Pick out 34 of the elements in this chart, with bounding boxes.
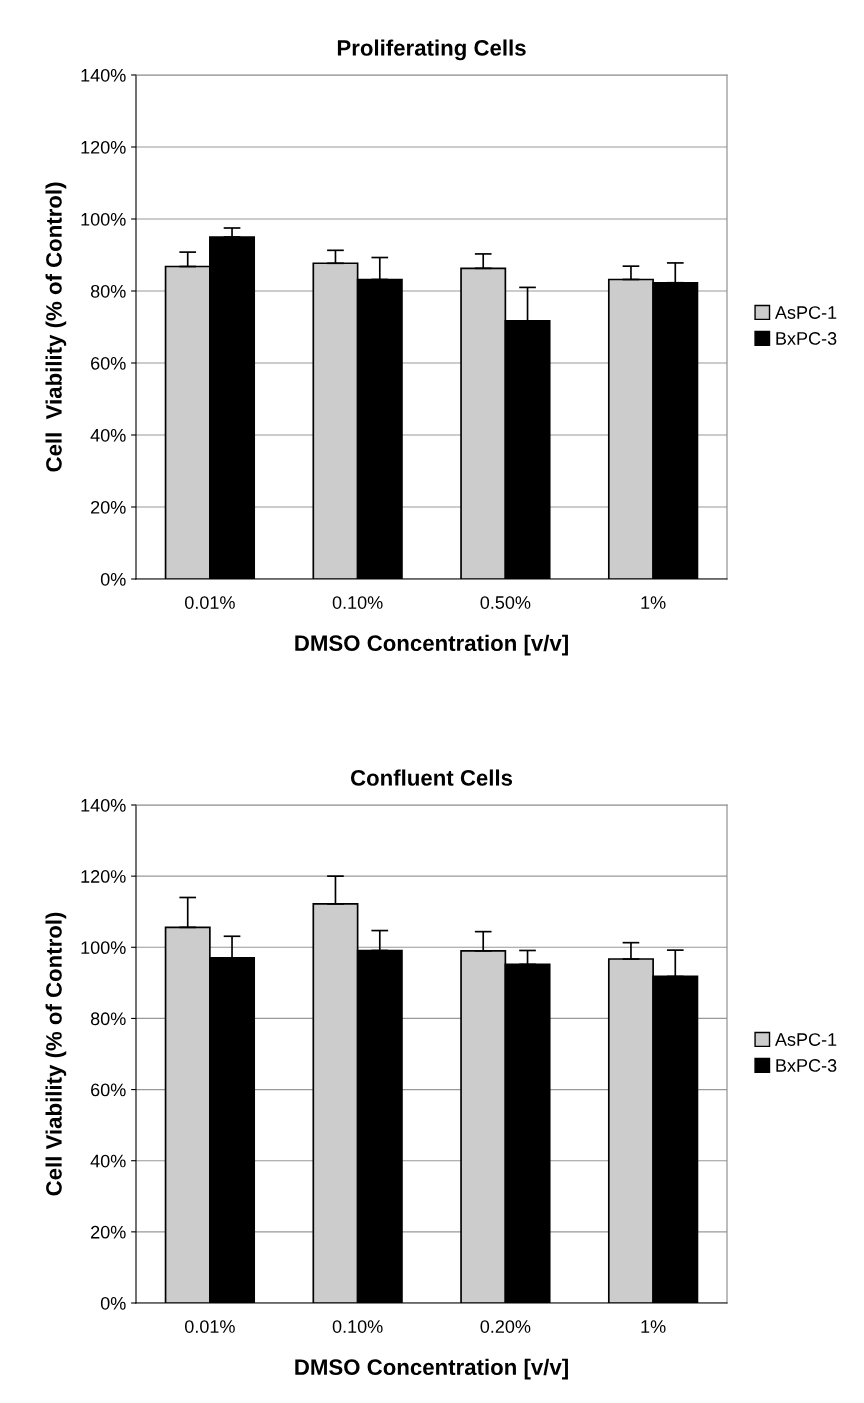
x-axis-title: DMSO Concentration [v/v]	[295, 634, 568, 656]
x-tick-label: 0.20%	[480, 1320, 531, 1333]
legend-label: BxPC-3	[776, 332, 837, 345]
y-tick-label: 40%	[90, 1154, 126, 1168]
y-tick-label: 120%	[81, 870, 126, 883]
y-tick-label: 60%	[91, 356, 126, 370]
x-tick-label: 0.01%	[184, 1320, 235, 1333]
x-axis-title: DMSO Concentration [v/v]	[295, 1358, 568, 1380]
chart-title: Proliferating Cells	[337, 39, 526, 61]
x-tick-label: 0.10%	[332, 1320, 383, 1333]
legend-label: AsPC-1	[774, 1033, 837, 1046]
legend-label: AsPC-1	[774, 306, 837, 319]
y-tick-label: 40%	[90, 428, 126, 442]
x-tick-label: 1%	[641, 1320, 666, 1333]
chart-title: Confluent Cells	[350, 769, 513, 786]
y-tick-label: 140%	[81, 68, 126, 82]
y-tick-label: 0%	[100, 1296, 126, 1310]
x-tick-label: 0.10%	[332, 596, 383, 609]
x-tick-label: 0.01%	[184, 596, 235, 609]
y-tick-label: 80%	[90, 1012, 126, 1026]
y-tick-label: 60%	[91, 1083, 126, 1097]
y-tick-label: 140%	[81, 798, 126, 812]
y-tick-label: 120%	[81, 140, 126, 154]
y-axis-title: Cell Viability (% of Control)	[45, 182, 67, 472]
x-tick-label: 0.50%	[480, 596, 531, 609]
y-tick-label: 0%	[100, 572, 126, 586]
y-tick-label: 20%	[91, 1225, 126, 1239]
y-tick-label: 100%	[81, 212, 126, 226]
y-tick-label: 100%	[81, 941, 126, 955]
x-tick-label: 1%	[641, 596, 666, 609]
legend-label: BxPC-3	[776, 1059, 837, 1072]
y-axis-title: Cell Viability (% of Control)	[45, 912, 67, 1196]
y-tick-label: 20%	[91, 500, 126, 514]
y-tick-label: 80%	[90, 284, 126, 298]
